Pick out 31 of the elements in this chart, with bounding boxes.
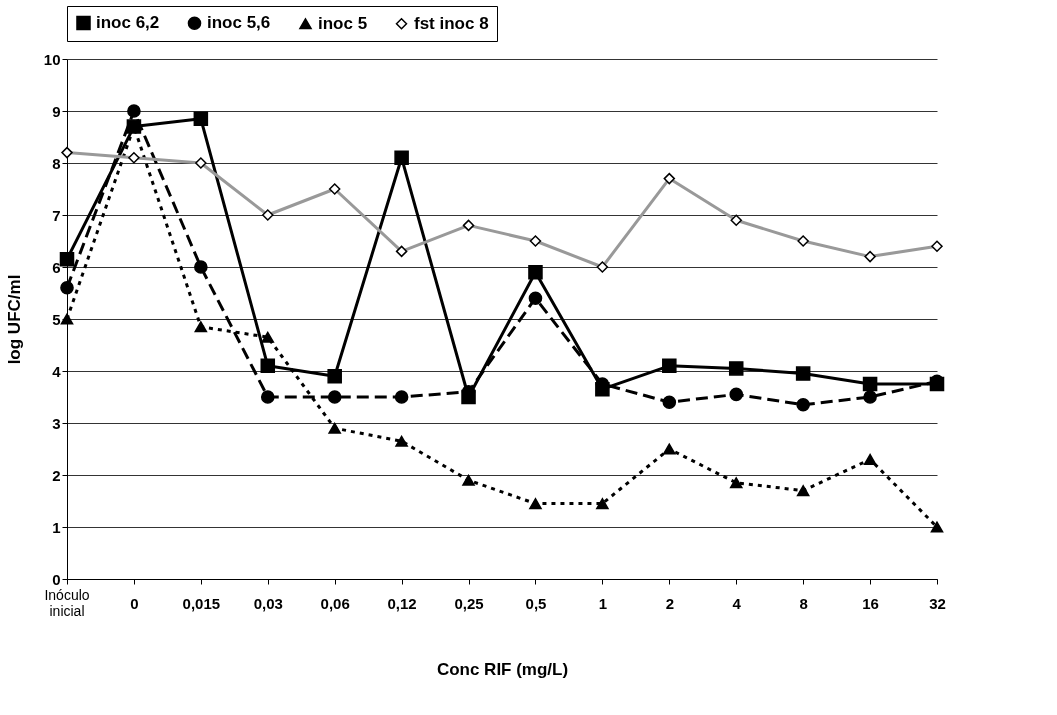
x-axis-title: Conc RIF (mg/L) [436, 659, 569, 679]
y-tick-label: 10 [43, 50, 61, 68]
legend-label: inoc 6,2 [96, 12, 160, 32]
y-tick-label: 5 [52, 310, 61, 328]
legend-label: fst inoc 8 [414, 13, 489, 33]
x-tick-label: 0,12 [387, 594, 417, 612]
y-tick-label: 0 [52, 570, 61, 588]
legend-label: inoc 5 [318, 13, 368, 33]
x-tick-label: 4 [732, 594, 742, 612]
y-axis-title: log UFC/ml [4, 274, 24, 365]
x-tick-label: 0 [130, 594, 139, 612]
y-tick-label: 7 [52, 206, 61, 224]
legend-label: inoc 5,6 [207, 13, 271, 33]
text: Inóculo inicial [44, 587, 90, 619]
y-tick-label: 1 [52, 518, 61, 536]
x-tick-label: 0,25 [454, 594, 484, 612]
y-tick-label: 4 [52, 362, 62, 380]
y-tick-label: 8 [52, 154, 61, 172]
x-tick-label: 16 [862, 594, 879, 612]
x-tick-label: 8 [799, 594, 808, 612]
y-tick-label: 9 [52, 102, 61, 120]
x-tick-label: 1 [598, 594, 608, 612]
x-tick-label: 32 [929, 594, 946, 612]
y-tick-label: 3 [52, 414, 61, 432]
x-tick-label: 0,5 [525, 594, 547, 612]
y-tick-label: 2 [52, 466, 61, 484]
x-tick-label: 2 [665, 594, 674, 612]
y-tick-label: 6 [52, 258, 61, 276]
x-tick-label: 0,03 [253, 594, 283, 612]
x-tick-label: 0,015 [182, 594, 221, 612]
x-tick-label: 0,06 [320, 594, 350, 612]
